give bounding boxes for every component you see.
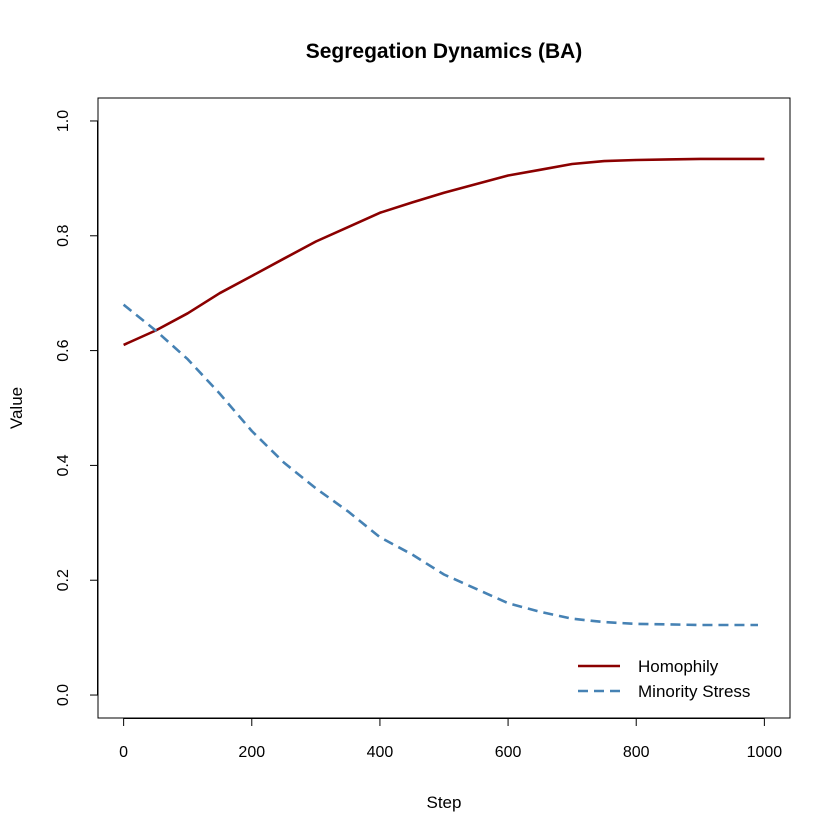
series-line-homophily [123, 157, 765, 347]
x-tick-label: 600 [495, 744, 522, 761]
y-tick-label: 0.4 [55, 454, 72, 476]
legend-label: Minority Stress [638, 682, 750, 701]
y-tick-label: 0.6 [55, 339, 72, 361]
x-axis-label: Step [427, 793, 462, 812]
chart-title: Segregation Dynamics (BA) [306, 40, 583, 63]
y-tick-label: 0.0 [55, 684, 72, 706]
x-tick-label: 1000 [747, 744, 783, 761]
x-axis: 0 200 400 600 800 1000 [119, 718, 782, 761]
x-tick-label: 0 [119, 744, 128, 761]
x-tick-label: 400 [367, 744, 394, 761]
plot-area [97, 97, 791, 719]
x-tick-label: 200 [238, 744, 265, 761]
legend: Homophily Minority Stress [578, 657, 750, 701]
y-tick-label: 0.8 [55, 225, 72, 247]
y-tick-label: 0.2 [55, 569, 72, 591]
y-axis-label: Value [7, 387, 26, 429]
legend-label: Homophily [638, 657, 719, 676]
y-axis: 0.0 0.2 0.4 0.6 0.8 1.0 [55, 110, 98, 706]
x-tick-label: 800 [623, 744, 650, 761]
y-tick-label: 1.0 [55, 110, 72, 132]
series-line-minority-stress [122, 303, 758, 627]
plot-frame [97, 97, 791, 719]
